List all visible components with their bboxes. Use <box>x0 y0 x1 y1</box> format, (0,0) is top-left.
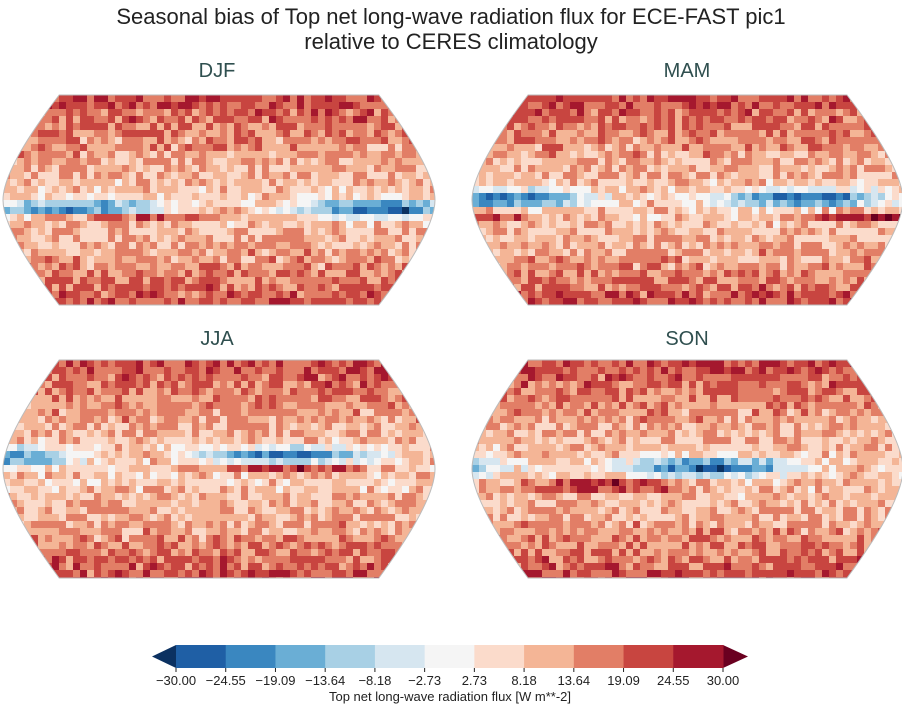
colorbar-tick-label: 19.09 <box>607 673 640 688</box>
colorbar-segment <box>275 645 326 668</box>
map-boundary <box>2 359 436 579</box>
figure-title-line2: relative to CERES climatology <box>304 29 598 54</box>
colorbar-segment <box>474 645 525 668</box>
colorbar-segment <box>374 645 426 668</box>
colorbar-segment <box>623 645 674 668</box>
colorbar-segment <box>673 645 724 668</box>
colorbar-segment <box>524 645 575 668</box>
colorbar-tick-label: −19.09 <box>255 673 295 688</box>
colorbar-tick-label: 2.73 <box>462 673 487 688</box>
map-panel-mam <box>472 95 902 305</box>
map-panel-jja <box>3 360 435 578</box>
colorbar-tick-label: −8.18 <box>358 673 391 688</box>
colorbar-tick-label: 8.18 <box>511 673 536 688</box>
figure-title-line1: Seasonal bias of Top net long-wave radia… <box>116 4 786 29</box>
map-panel-son <box>472 360 902 578</box>
colorbar-segment <box>325 645 376 668</box>
colorbar-segment <box>424 645 475 668</box>
colorbar-label: Top net long-wave radiation flux [W m**-… <box>329 689 571 704</box>
colorbar-tick-label: 24.55 <box>657 673 690 688</box>
map-boundary <box>471 359 902 579</box>
colorbar-tick-label: 13.64 <box>558 673 591 688</box>
colorbar-segment <box>573 645 625 668</box>
panel-title-jja: JJA <box>200 328 234 350</box>
colorbar-tick-label: −13.64 <box>305 673 345 688</box>
colorbar-extend-under <box>152 645 176 668</box>
colorbar-tick-label: −2.73 <box>408 673 441 688</box>
colorbar: −30.00 −24.55 −19.09 −13.64 −8.18 −2.73 2.73 8.… <box>152 645 748 688</box>
map-boundary <box>471 94 902 306</box>
colorbar-tick-label: −30.00 <box>156 673 196 688</box>
panel-title-mam: MAM <box>663 60 711 82</box>
map-boundary <box>2 94 436 306</box>
colorbar-tick-label: −24.55 <box>206 673 246 688</box>
colorbar-segment <box>225 645 276 668</box>
colorbar-segment <box>176 645 227 668</box>
map-panel-djf <box>3 95 435 305</box>
colorbar-tick-label: 30.00 <box>707 673 740 688</box>
panel-title-son: SON <box>665 328 709 350</box>
panel-title-djf: DJF <box>198 60 236 82</box>
colorbar-extend-over <box>723 645 748 668</box>
